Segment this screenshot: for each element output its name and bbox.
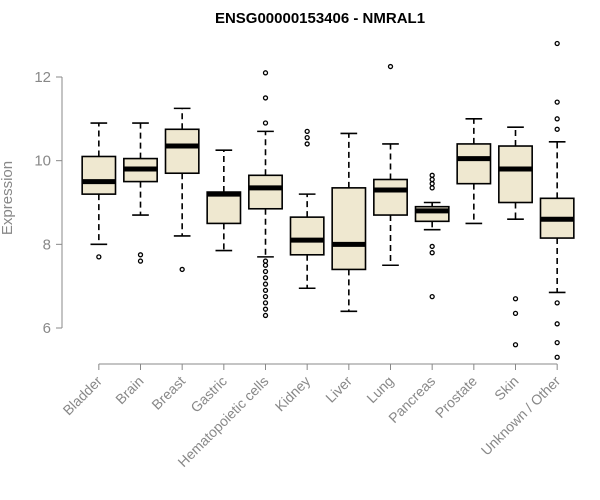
- x-tick-label: Liver: [322, 373, 355, 406]
- x-tick-label: Bladder: [60, 373, 106, 419]
- outlier-point: [262, 95, 269, 101]
- box-breast: [164, 107, 200, 273]
- outlier-point: [262, 268, 269, 275]
- outlier-point: [262, 293, 269, 300]
- outlier-point: [554, 99, 560, 105]
- box-iqr: [331, 187, 367, 271]
- box-lung: [373, 63, 408, 267]
- outlier-point: [554, 116, 560, 122]
- outlier-point: [554, 300, 560, 306]
- outlier-point: [512, 342, 519, 348]
- box-iqr: [248, 174, 283, 210]
- outlier-point: [262, 70, 269, 76]
- outlier-point: [429, 293, 435, 300]
- x-tick-label: Lung: [363, 373, 396, 406]
- box-kidney: [289, 128, 325, 290]
- outlier-point: [262, 275, 269, 281]
- box-unknown-other: [539, 40, 575, 360]
- outlier-point: [554, 339, 560, 346]
- outlier-point: [554, 40, 560, 47]
- outlier-point: [429, 181, 435, 187]
- box-iqr: [164, 128, 200, 175]
- y-tick-label: 10: [34, 153, 51, 170]
- outlier-point: [304, 135, 310, 141]
- y-tick-label: 12: [34, 69, 51, 86]
- outlier-point: [262, 312, 269, 319]
- box-skin: [498, 126, 533, 348]
- y-tick-label: 8: [43, 236, 51, 253]
- outlier-point: [262, 306, 269, 312]
- outlier-point: [512, 296, 519, 302]
- box-iqr: [81, 155, 117, 195]
- outlier-point: [429, 250, 435, 256]
- x-tick-label: Breast: [148, 373, 188, 413]
- boxes: [81, 40, 575, 360]
- x-tick-label: Brain: [112, 373, 146, 407]
- axes: 6 8 10 12: [34, 69, 558, 365]
- outlier-point: [179, 266, 185, 273]
- y-axis-label: Expression: [0, 161, 16, 235]
- box-brain: [123, 122, 158, 264]
- chart-title: ENSG00000153406 - NMRAL1: [215, 10, 425, 27]
- outlier-point: [137, 258, 144, 264]
- box-hematopoietic-cells: [248, 70, 283, 319]
- outlier-point: [262, 262, 269, 268]
- box-prostate: [456, 118, 492, 225]
- x-tick-label: Skin: [491, 373, 522, 404]
- outlier-point: [429, 243, 435, 250]
- outlier-point: [304, 141, 310, 147]
- outlier-point: [137, 252, 144, 258]
- outlier-point: [262, 287, 269, 294]
- x-tick-label: Kidney: [272, 373, 314, 415]
- outlier-point: [262, 120, 269, 126]
- x-tick-label: Prostate: [432, 373, 480, 421]
- outlier-point: [512, 310, 519, 317]
- box-liver: [331, 132, 367, 313]
- outlier-point: [429, 185, 435, 191]
- outlier-point: [554, 321, 560, 327]
- box-pancreas: [414, 172, 450, 300]
- box-gastric: [206, 149, 242, 252]
- outlier-point: [429, 176, 435, 183]
- outlier-point: [262, 281, 269, 287]
- outlier-point: [262, 300, 269, 306]
- box-iqr: [206, 191, 242, 225]
- outlier-point: [554, 354, 560, 360]
- outlier-point: [429, 172, 435, 178]
- y-tick-label: 6: [43, 320, 51, 337]
- x-tick-label: Unknown / Other: [478, 373, 564, 459]
- box-iqr: [373, 178, 408, 216]
- box-iqr: [456, 143, 492, 185]
- outlier-point: [304, 128, 310, 135]
- box-bladder: [81, 122, 117, 260]
- outlier-point: [262, 258, 269, 264]
- outlier-point: [387, 63, 394, 70]
- outlier-point: [554, 126, 560, 132]
- box-iqr: [498, 145, 533, 204]
- box-iqr: [289, 216, 325, 256]
- outlier-point: [96, 254, 102, 260]
